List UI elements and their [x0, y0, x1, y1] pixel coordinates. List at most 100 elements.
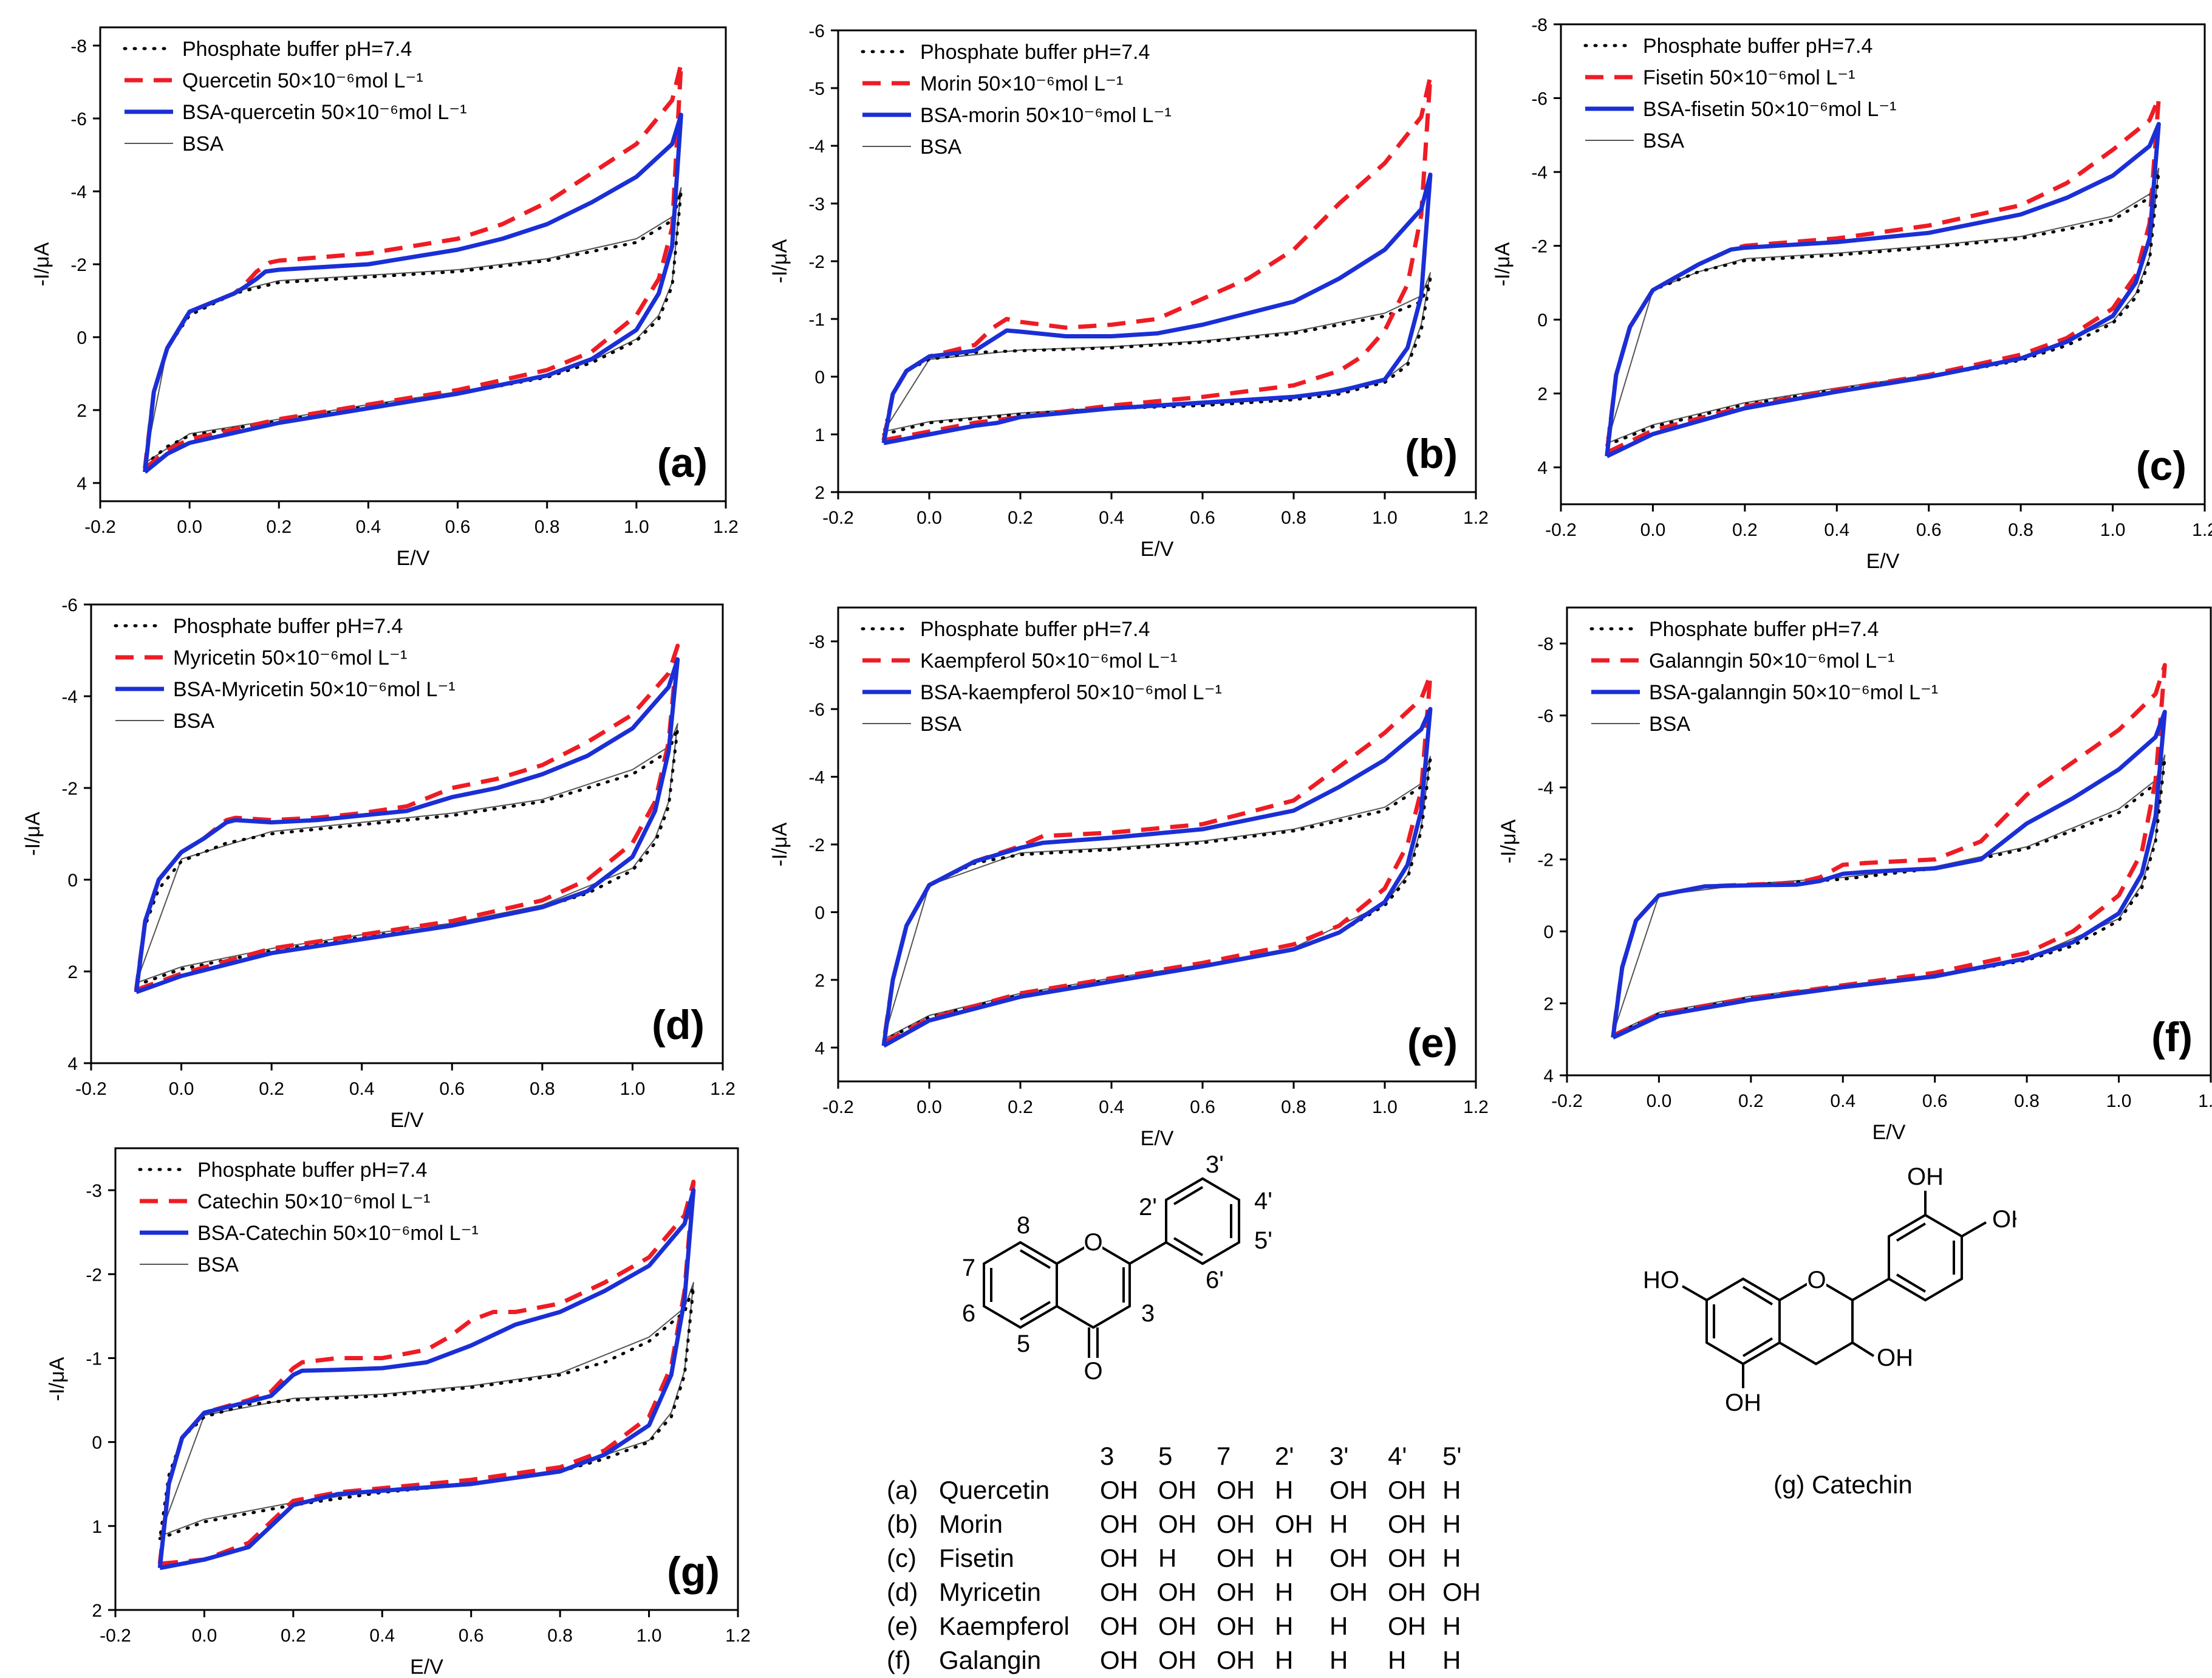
series-line-quercetin — [143, 61, 683, 470]
x-tick-label: 0.6 — [445, 517, 471, 537]
table-cell-tag: (b) — [887, 1510, 918, 1538]
series-line-bsa — [883, 756, 1431, 1040]
x-tick-label: 1.0 — [620, 1079, 646, 1099]
legend-label: Phosphate buffer pH=7.4 — [173, 615, 403, 638]
table-cell-name: Galangin — [939, 1646, 1042, 1674]
x-tick-label: 0.8 — [2014, 1091, 2040, 1111]
table-cell-value: OH — [1158, 1578, 1196, 1606]
y-tick-label: -5 — [808, 79, 825, 99]
y-tick-label: 1 — [92, 1517, 102, 1537]
series-line-bsa — [135, 723, 678, 984]
catechin-oh-3p: OH — [1907, 1163, 1944, 1190]
atom-label-8: 8 — [1017, 1212, 1030, 1239]
x-tick-label: 0.2 — [1732, 520, 1758, 540]
catechin-o1: O — [1807, 1267, 1826, 1293]
catechin-oh-5: OH — [1725, 1389, 1761, 1416]
series-line-phosphate-buffer-ph-7-4 — [1605, 170, 2160, 447]
table-header-cell: 4' — [1388, 1442, 1407, 1470]
x-tick-label: 0.0 — [1640, 520, 1666, 540]
chart-svg: -0.2 0.0 0.2 0.4 0.6 0.8 1.0 1.2 -3 -2 -1 0 1 2 E/V -I/… — [46, 1147, 751, 1678]
x-tick-label: 0.4 — [1824, 520, 1849, 540]
x-tick-label: 0.4 — [356, 517, 381, 537]
table-cell-value: H — [1330, 1646, 1348, 1674]
catechin-oh-3: OH — [1877, 1344, 1913, 1371]
x-tick-label: 1.2 — [2198, 1091, 2212, 1111]
table-cell-value: OH — [1100, 1544, 1138, 1572]
legend-label: BSA-Myricetin 50×10⁻⁶mol L⁻¹ — [173, 678, 456, 701]
series-line-bsa-kaempferol — [881, 707, 1433, 1048]
atom-label-5: 5 — [1017, 1330, 1030, 1357]
x-tick-label: 0.2 — [1738, 1091, 1764, 1111]
table-cell-value: H — [1388, 1646, 1407, 1674]
legend-label: BSA-galanngin 50×10⁻⁶mol L⁻¹ — [1649, 681, 1938, 704]
legend-label: Morin 50×10⁻⁶mol L⁻¹ — [920, 72, 1123, 95]
y-tick-label: -6 — [808, 21, 825, 41]
x-tick-label: 1.2 — [710, 1079, 736, 1099]
y-tick-label: 2 — [814, 971, 825, 991]
x-tick-label: 1.0 — [2106, 1091, 2132, 1111]
table-cell-value: OH — [1388, 1510, 1426, 1538]
legend-label: Quercetin 50×10⁻⁶mol L⁻¹ — [182, 69, 423, 92]
chart-panel-e: -0.2 0.0 0.2 0.4 0.6 0.8 1.0 1.2 -8 -6 -4 -2 0 2 4 E/V -… — [747, 589, 1489, 1150]
table-cell-value: H — [1442, 1510, 1461, 1538]
table-cell-value: OH — [1158, 1646, 1196, 1674]
table-cell-value: OH — [1330, 1476, 1368, 1504]
y-tick-label: 4 — [1543, 1066, 1554, 1086]
series-line-bsa — [144, 187, 682, 464]
legend-label: Myricetin 50×10⁻⁶mol L⁻¹ — [173, 646, 407, 669]
table-cell-value: OH — [1158, 1612, 1196, 1640]
y-axis-title: -I/μA — [768, 239, 791, 283]
catechin-structure: OH OH HO O OH OH — [1591, 1148, 2029, 1513]
x-tick-label: 0.6 — [439, 1079, 465, 1099]
x-tick-label: -0.2 — [84, 517, 116, 537]
legend-label: BSA-quercetin 50×10⁻⁶mol L⁻¹ — [182, 101, 467, 124]
table-cell-value: OH — [1100, 1646, 1138, 1674]
atom-label-6: 6 — [962, 1300, 975, 1327]
table-cell-value: OH — [1388, 1578, 1426, 1606]
table-cell-value: OH — [1100, 1612, 1138, 1640]
y-tick-label: 2 — [1537, 385, 1548, 405]
table-cell-value: H — [1442, 1646, 1461, 1674]
x-tick-label: 1.0 — [637, 1626, 662, 1646]
table-cell-value: OH — [1217, 1476, 1255, 1504]
table-cell-value: OH — [1158, 1510, 1196, 1538]
legend-label: BSA — [1643, 129, 1684, 152]
substituent-table: 3 5 7 2' 3' 4' 5' (a) Quercetin OH OH OH H OH O… — [887, 1440, 1491, 1678]
chart-svg: -0.2 0.0 0.2 0.4 0.6 0.8 1.0 1.2 -6 -5 -4 -3 -2 -1 0 1 2… — [768, 21, 1489, 561]
y-tick-label: 0 — [77, 328, 87, 348]
atom-label-o1: O — [1084, 1229, 1102, 1256]
chart-panel-d: -0.2 0.0 0.2 0.4 0.6 0.8 1.0 1.2 -6 -4 -2 0 2 4 E/V -I/… — [0, 583, 736, 1132]
series-line-bsa — [1606, 168, 2160, 444]
table-header-cell: 5' — [1442, 1442, 1462, 1470]
table-cell-tag: (a) — [887, 1476, 918, 1504]
table-cell-value: OH — [1158, 1476, 1196, 1504]
legend-label: Phosphate buffer pH=7.4 — [1649, 618, 1879, 641]
legend-label: Phosphate buffer pH=7.4 — [920, 41, 1150, 64]
x-tick-label: 0.0 — [917, 1097, 942, 1117]
y-axis-title: -I/μA — [1491, 242, 1514, 286]
table-cell-tag: (d) — [887, 1578, 918, 1606]
plot-frame — [837, 29, 1477, 493]
table-cell-value: OH — [1100, 1476, 1138, 1504]
y-tick-label: -8 — [70, 36, 87, 57]
y-tick-label: 4 — [67, 1054, 78, 1074]
table-cell-value: OH — [1217, 1544, 1255, 1572]
y-tick-label: 4 — [1537, 458, 1548, 478]
y-tick-label: -1 — [86, 1349, 102, 1369]
y-axis-title: -I/μA — [46, 1357, 69, 1401]
atom-label-o4: O — [1084, 1358, 1102, 1385]
legend-label: Phosphate buffer pH=7.4 — [197, 1159, 427, 1182]
y-tick-label: -4 — [1531, 163, 1548, 183]
x-tick-label: 0.0 — [1647, 1091, 1672, 1111]
x-axis-title: E/V — [410, 1656, 443, 1678]
atom-label-2p: 2' — [1139, 1194, 1157, 1221]
table-cell-tag: (f) — [887, 1646, 911, 1674]
table-cell-value: OH — [1217, 1578, 1255, 1606]
catechin-oh-4p: OH — [1992, 1206, 2016, 1233]
legend-label: BSA — [182, 132, 224, 156]
table-row: (c) Fisetin OH H OH H OH OH H — [887, 1542, 1491, 1576]
x-tick-label: -0.2 — [822, 508, 854, 528]
table-row: (e) Kaempferol OH OH OH H H OH H — [887, 1610, 1491, 1644]
series-line-bsa-quercetin — [143, 112, 683, 474]
panel-label: (b) — [1405, 431, 1458, 477]
